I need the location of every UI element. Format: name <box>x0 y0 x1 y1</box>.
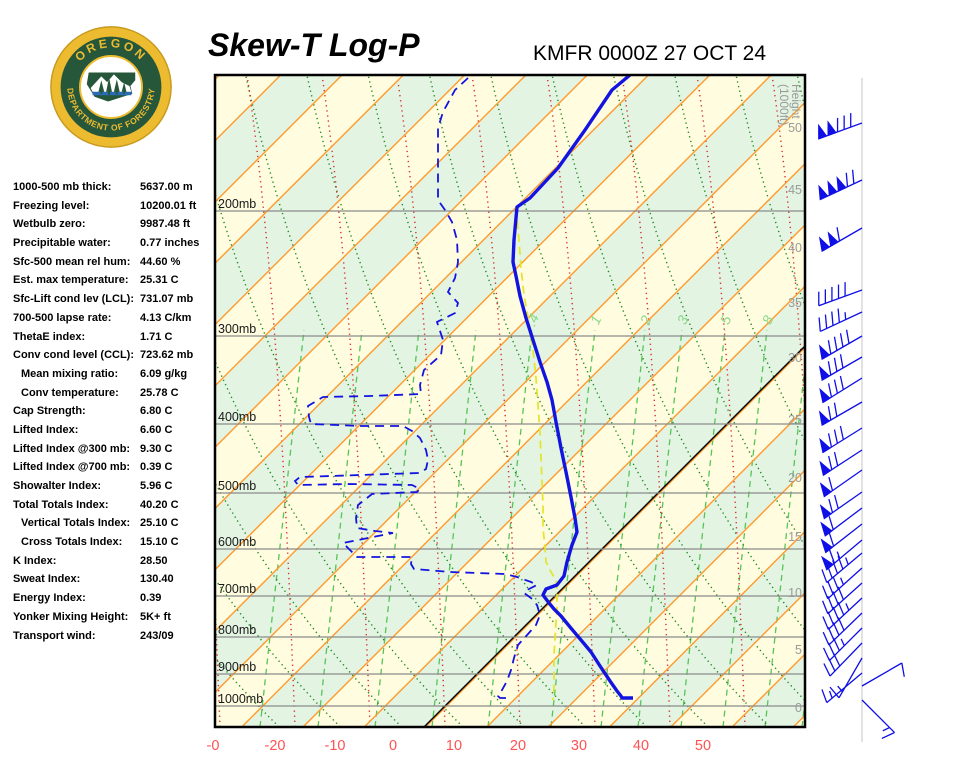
wind-barb <box>862 700 895 738</box>
svg-text:50: 50 <box>695 738 711 754</box>
svg-text:-20: -20 <box>265 738 286 754</box>
wind-barb <box>819 113 862 139</box>
wind-barb <box>819 309 862 332</box>
svg-text:25: 25 <box>788 413 802 427</box>
svg-text:-10: -10 <box>325 738 346 754</box>
wind-barb <box>830 658 862 698</box>
svg-text:30: 30 <box>788 351 802 365</box>
wind-barb <box>820 227 862 251</box>
temperature-axis-labels: -0 -20 -10 0 10 20 30 40 50 <box>207 738 712 754</box>
wind-barb <box>823 613 862 645</box>
wind-barb <box>820 402 862 425</box>
wind-barb <box>822 673 862 703</box>
svg-text:20: 20 <box>788 471 802 485</box>
wind-barb <box>823 583 862 614</box>
wind-barb <box>821 492 862 518</box>
svg-text:20: 20 <box>510 738 526 754</box>
svg-text:400mb: 400mb <box>218 410 256 424</box>
wind-barb <box>819 170 862 200</box>
svg-text:800mb: 800mb <box>218 623 256 637</box>
wind-barb <box>820 450 862 475</box>
svg-text:300mb: 300mb <box>218 322 256 336</box>
svg-text:0: 0 <box>389 738 397 754</box>
svg-text:-0: -0 <box>207 738 220 754</box>
wind-barb <box>824 628 862 661</box>
svg-text:500mb: 500mb <box>218 479 256 493</box>
wind-barb <box>819 282 862 306</box>
svg-text:40: 40 <box>788 241 802 255</box>
svg-text:900mb: 900mb <box>218 660 256 674</box>
plot-area <box>0 75 960 727</box>
svg-text:700mb: 700mb <box>218 582 256 596</box>
svg-text:35: 35 <box>788 296 802 310</box>
svg-text:5: 5 <box>795 643 802 657</box>
svg-text:600mb: 600mb <box>218 535 256 549</box>
svg-text:10: 10 <box>446 738 462 754</box>
wind-barb <box>823 598 862 629</box>
svg-text:30: 30 <box>571 738 587 754</box>
svg-text:15: 15 <box>788 530 802 544</box>
svg-text:1000mb: 1000mb <box>218 692 263 706</box>
wind-barb <box>862 663 904 686</box>
svg-text:45: 45 <box>788 183 802 197</box>
svg-text:10: 10 <box>788 586 802 600</box>
svg-text:0: 0 <box>795 701 802 715</box>
wind-barb <box>820 426 862 452</box>
wind-barb <box>823 568 862 599</box>
svg-text:200mb: 200mb <box>218 197 256 211</box>
wind-barb <box>821 470 862 496</box>
temperature-bands <box>0 75 960 727</box>
svg-text:40: 40 <box>633 738 649 754</box>
height-axis-title-line2: (1000ft) <box>777 84 791 125</box>
wind-barb <box>820 376 862 402</box>
